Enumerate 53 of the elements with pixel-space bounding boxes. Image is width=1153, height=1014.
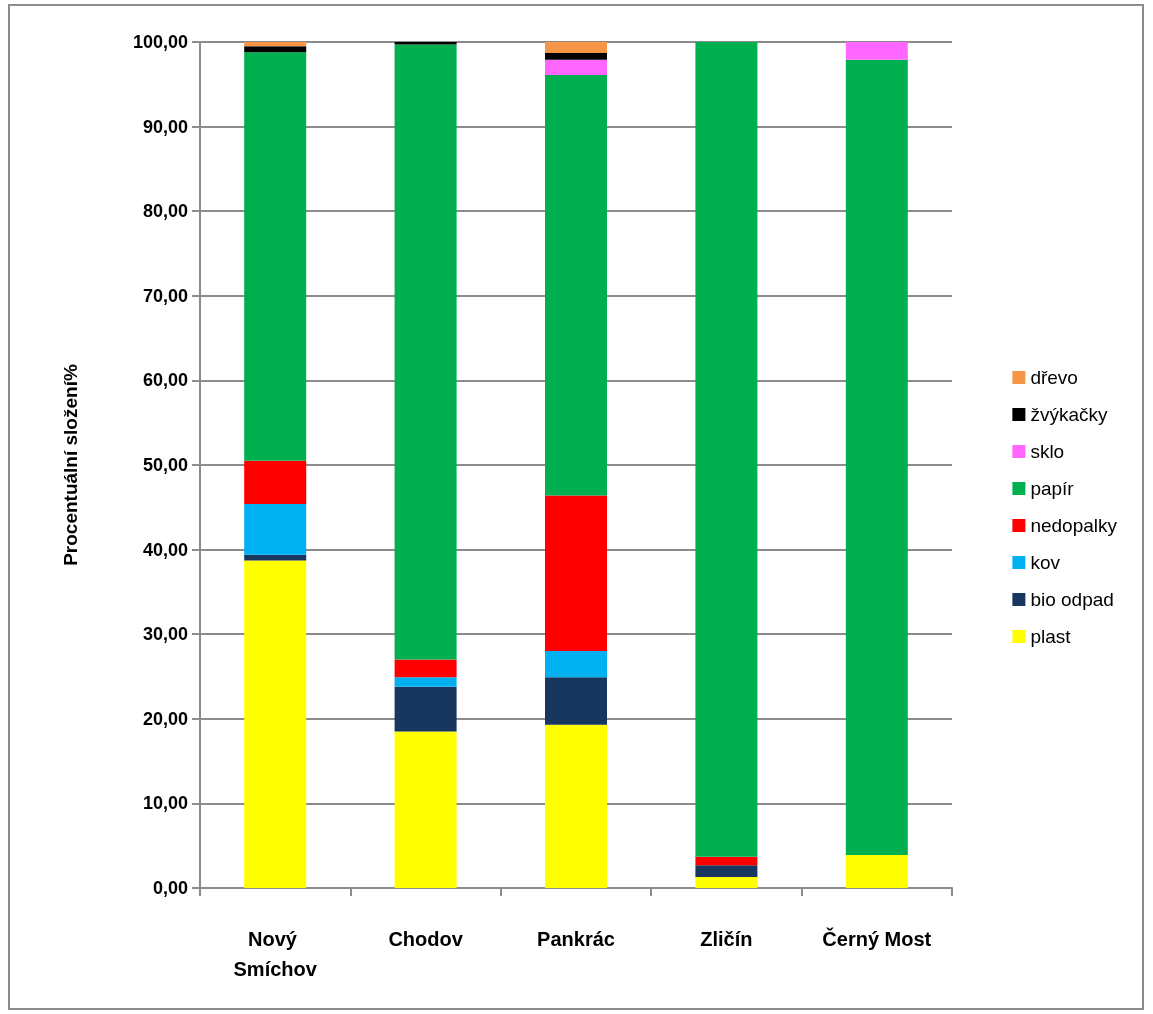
bar (244, 560, 307, 888)
bar (695, 865, 758, 877)
y-tick-label: 80,00 (142, 201, 188, 222)
legend-label: sklo (1030, 441, 1065, 462)
y-tick-label: 10,00 (142, 793, 188, 814)
legend-label: kov (1030, 552, 1061, 573)
x-tick-label: Černý Most (822, 927, 932, 950)
bar (695, 856, 758, 866)
y-tick-label: 40,00 (142, 539, 188, 560)
bar (394, 659, 457, 678)
bar (545, 724, 607, 888)
y-axis-title: Procentuální složení% (60, 364, 81, 566)
x-tick-label: Nový Smíchov (233, 928, 318, 980)
bar (394, 731, 457, 888)
bar (394, 686, 457, 732)
bar (845, 59, 908, 856)
y-tick-label: 60,00 (142, 370, 188, 391)
bar (244, 460, 307, 504)
bar (545, 42, 607, 53)
bar (845, 42, 908, 60)
bar (545, 495, 607, 652)
legend-label: plast (1030, 626, 1072, 647)
legend-label: nedopalky (1030, 515, 1118, 536)
y-tick-label: 70,00 (142, 285, 188, 306)
legend-label: žvýkačky (1030, 404, 1108, 425)
y-tick-label: 50,00 (142, 455, 188, 475)
bar (244, 554, 307, 561)
bar (244, 503, 307, 555)
bar (695, 877, 758, 888)
bar (394, 677, 457, 687)
bar (545, 651, 607, 678)
x-tick-label: Zličín (700, 928, 753, 950)
bar (695, 42, 758, 857)
bar (845, 855, 908, 888)
bar (545, 59, 607, 75)
bar (244, 52, 307, 461)
y-tick-label: 90,00 (142, 116, 188, 137)
bar (244, 46, 307, 53)
y-tick-label: 30,00 (142, 624, 188, 645)
y-tick-label: 100,00 (132, 32, 188, 52)
legend-label: papír (1030, 478, 1075, 499)
legend-label: bio odpad (1030, 589, 1114, 610)
y-tick-label: 0,00 (152, 878, 188, 898)
legend-label: dřevo (1030, 367, 1078, 388)
bar (545, 677, 607, 725)
bar (244, 42, 307, 47)
bar (545, 53, 607, 60)
x-tick-label: Pankrác (537, 928, 615, 950)
bar (545, 74, 607, 496)
x-tick-label: Chodov (388, 928, 464, 950)
bar (394, 42, 457, 45)
bar (394, 44, 457, 660)
y-tick-label: 20,00 (142, 708, 188, 729)
